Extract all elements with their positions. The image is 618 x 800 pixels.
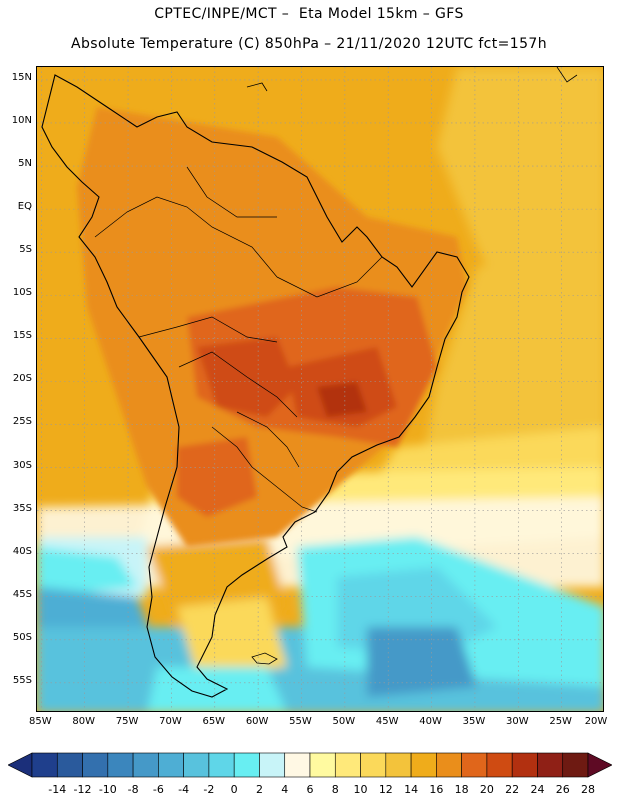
longitude-label: 40W: [419, 716, 442, 727]
colorbar-swatch: [132, 752, 159, 778]
latitude-label: 40S: [12, 545, 32, 557]
latitude-label: EQ: [17, 201, 32, 213]
longitude-label: 45W: [375, 716, 399, 727]
colorbar-swatch: [486, 752, 513, 778]
colorbar-tick-label: 18: [454, 783, 469, 796]
colorbar-tick-label: -10: [98, 783, 117, 796]
colorbar-swatch: [309, 752, 336, 778]
latitude-label: 50S: [12, 631, 32, 643]
map-title-line-2: Absolute Temperature (C) 850hPa – 21/11/…: [70, 36, 547, 52]
longitude-label: 85W: [29, 716, 52, 727]
colorbar-tick-label: 10: [353, 783, 368, 796]
longitude-label: 60W: [245, 716, 269, 727]
colorbar-tick-label: 16: [429, 783, 444, 796]
coastline-south-america: [41, 74, 470, 698]
field-argentina-hot: [177, 437, 257, 517]
colorbar-swatch: [82, 752, 109, 778]
colorbar-tick-label: 6: [306, 783, 314, 796]
field-interior-hottest: [317, 382, 367, 417]
temperature-map[interactable]: [36, 66, 604, 712]
colorbar-swatch: [436, 752, 462, 778]
colorbar-swatch: [410, 752, 437, 778]
colorbar-tick-label: -4: [178, 783, 190, 796]
temperature-map-svg: [37, 67, 603, 711]
latitude-label: 15N: [11, 71, 32, 83]
latitude-label: 25S: [12, 416, 32, 428]
field-deep-cold: [367, 627, 477, 697]
colorbar-swatch: [31, 752, 58, 778]
latitude-label: 10N: [11, 114, 32, 126]
latitude-label: 20S: [12, 373, 32, 385]
latitude-label: 10S: [12, 287, 32, 299]
longitude-label: 80W: [72, 716, 95, 727]
field-tierra-cyan: [147, 667, 287, 711]
colorbar-tick-label: 4: [281, 783, 289, 796]
colorbar-swatch: [461, 752, 488, 778]
colorbar-min-arrow: [8, 752, 33, 778]
field-east-atlantic: [417, 247, 603, 487]
longitude-label: 75W: [115, 716, 139, 727]
colorbar-tick-label: 24: [530, 783, 545, 796]
colorbar-swatch: [385, 752, 412, 778]
colorbar-tick-label: -12: [73, 783, 92, 796]
latitude-label: 30S: [12, 459, 32, 471]
colorbar-tick-label: 14: [404, 783, 419, 796]
colorbar-swatch: [107, 752, 134, 778]
latitude-label: 55S: [12, 674, 32, 686]
longitude-label: 30W: [505, 716, 529, 727]
colorbar-swatch: [537, 752, 564, 778]
field-patagonia-yellow: [177, 597, 287, 677]
latitude-label: 35S: [12, 502, 32, 514]
colorbar-tick-label: 28: [581, 783, 595, 796]
longitude-label: 70W: [159, 716, 182, 727]
colorbar-swatch: [562, 752, 589, 778]
field-pacific-cyan: [37, 547, 137, 597]
colorbar-tick-label: 12: [378, 783, 393, 796]
colorbar-tick-label: -14: [48, 783, 67, 796]
colorbar-tick-label: 26: [555, 783, 570, 796]
longitude-label: 55W: [289, 716, 312, 727]
colorbar-tick-label: -6: [152, 783, 164, 796]
latitude-label: 15S: [12, 330, 32, 342]
national-borders: [94, 166, 383, 513]
latitude-label: 45S: [12, 588, 32, 600]
map-title-line-1: CPTEC/INPE/MCT – Eta Model 15km – GFS: [154, 6, 464, 22]
latitude-label: 5N: [18, 158, 32, 170]
longitude-label: 20W: [584, 716, 608, 727]
colorbar-tick-label: -2: [203, 783, 215, 796]
colorbar-max-arrow: [587, 752, 612, 778]
coastline-caribbean: [246, 67, 578, 92]
longitude-label: 65W: [202, 716, 226, 727]
latitude-label: 5S: [19, 244, 32, 256]
colorbar-tick-label: 2: [255, 783, 263, 796]
longitude-label: 25W: [549, 716, 572, 727]
colorbar-swatch: [183, 752, 210, 778]
colorbar-swatch: [208, 752, 235, 778]
colorbar-tick-label: 20: [479, 783, 494, 796]
colorbar-swatch: [158, 752, 184, 778]
colorbar-tick-label: 22: [505, 783, 520, 796]
coastline-falklands: [251, 652, 278, 665]
colorbar-tick-label: -8: [127, 783, 139, 796]
colorbar-swatch: [360, 752, 387, 778]
colorbar-swatch: [259, 752, 286, 778]
longitude-label: 50W: [332, 716, 356, 727]
colorbar-tick-label: 0: [230, 783, 238, 796]
colorbar-tick-label: 8: [331, 783, 339, 796]
colorbar-swatch: [511, 752, 538, 778]
colorbar-swatch: [284, 752, 311, 778]
colorbar-swatch: [56, 752, 83, 778]
temperature-colorbar: [8, 752, 612, 778]
longitude-label: 35W: [462, 716, 486, 727]
colorbar-swatch: [334, 752, 361, 778]
colorbar-swatch: [233, 752, 260, 778]
